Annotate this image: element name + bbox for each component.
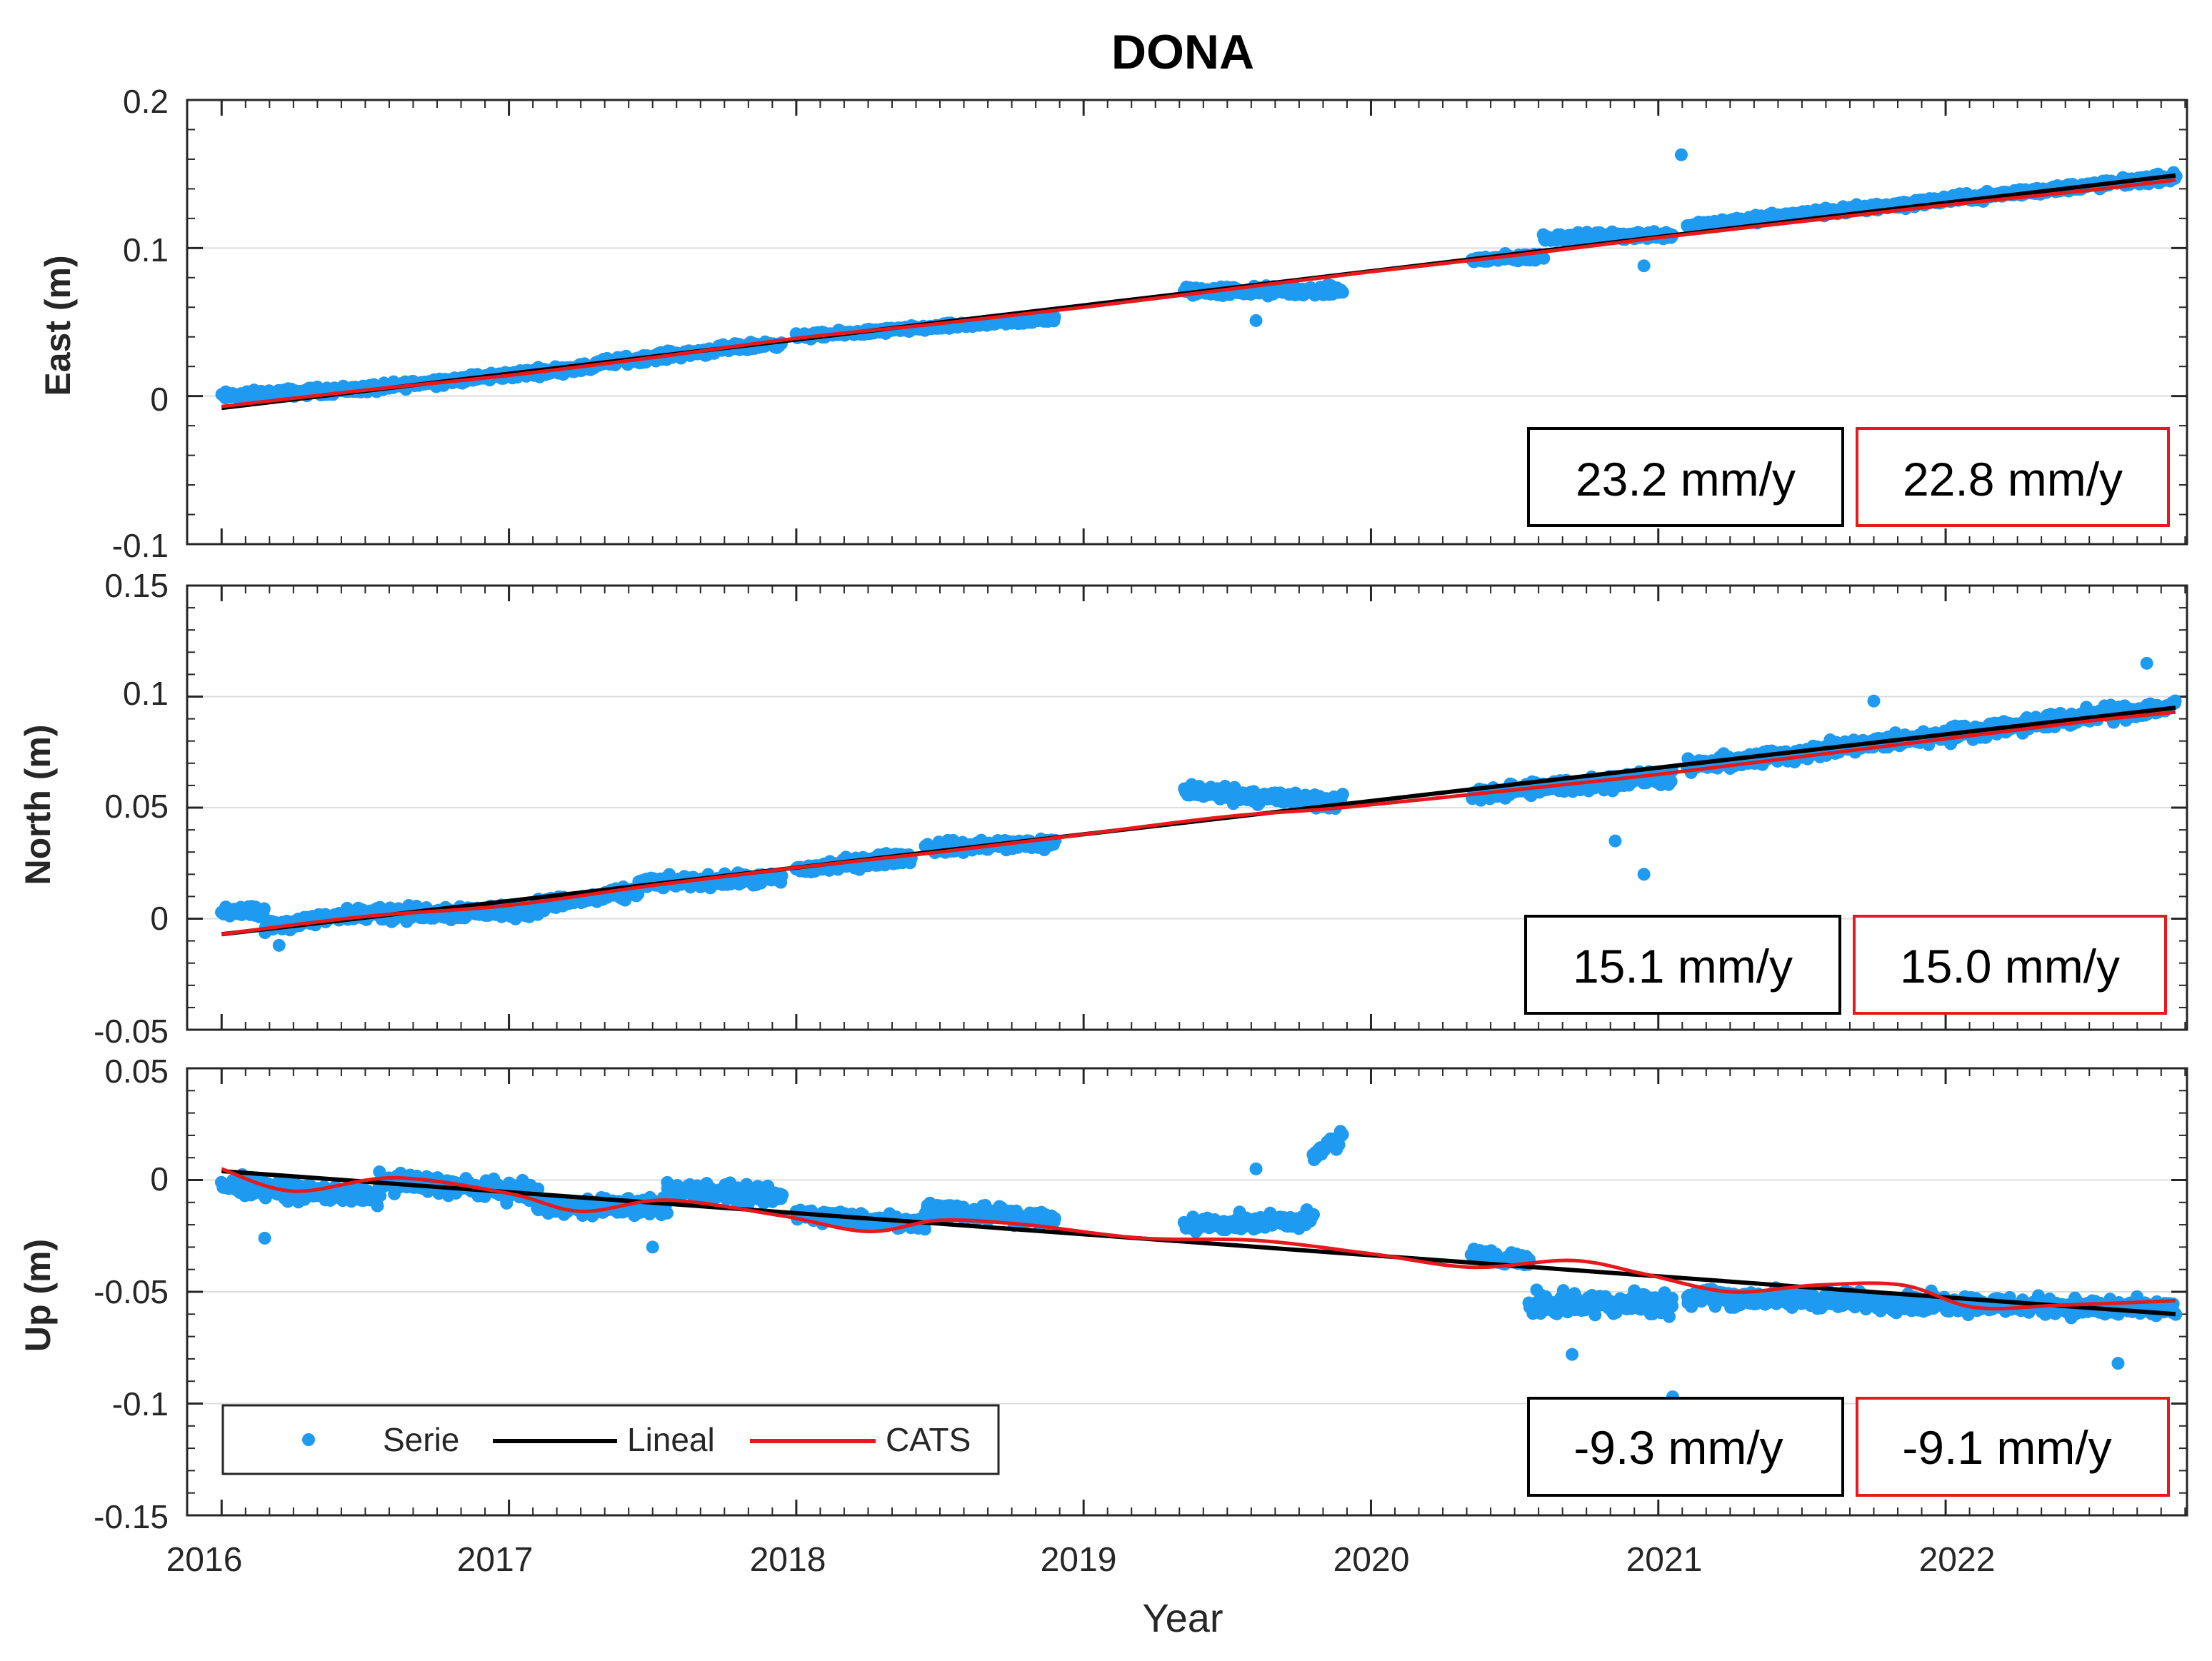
serie-point (1336, 788, 1349, 801)
serie-point (1336, 286, 1349, 299)
serie-points (215, 656, 2182, 952)
serie-point (1336, 1128, 1349, 1141)
serie-point (1556, 1284, 1570, 1298)
serie-point (371, 1199, 384, 1213)
serie-points (215, 148, 2183, 405)
axes-frame (186, 99, 2188, 546)
panel-east (186, 99, 2188, 546)
cats-line (221, 178, 2176, 408)
serie-point (1674, 148, 1688, 161)
panels (186, 99, 2188, 1517)
serie-point (272, 938, 286, 952)
serie-point (661, 1206, 674, 1220)
serie-point (1637, 868, 1651, 881)
serie-point (1664, 775, 1678, 788)
serie-point (1663, 1310, 1676, 1323)
panel-up (186, 1067, 2188, 1517)
panel-north (186, 584, 2188, 1031)
serie-point (1537, 251, 1551, 265)
serie-point (775, 869, 789, 883)
plot-area (214, 1125, 2183, 1404)
serie-point (257, 902, 271, 915)
serie-point (1249, 313, 1263, 327)
serie-points (214, 1125, 2183, 1404)
serie-point (1307, 1208, 1321, 1221)
plot-area (215, 148, 2183, 411)
serie-point (2140, 656, 2153, 670)
serie-point (1637, 259, 1651, 273)
chart-title: DONA (1111, 25, 1254, 79)
serie-point (2168, 694, 2182, 708)
serie-point (1867, 694, 1881, 708)
serie-point (1666, 1299, 1679, 1313)
serie-point (1048, 1212, 1061, 1225)
serie-point (1588, 1308, 1602, 1322)
plot-area (215, 656, 2182, 952)
cats-line (221, 710, 2176, 936)
serie-point (776, 1188, 789, 1202)
serie-point (1608, 834, 1622, 848)
serie-point (1048, 310, 1061, 323)
